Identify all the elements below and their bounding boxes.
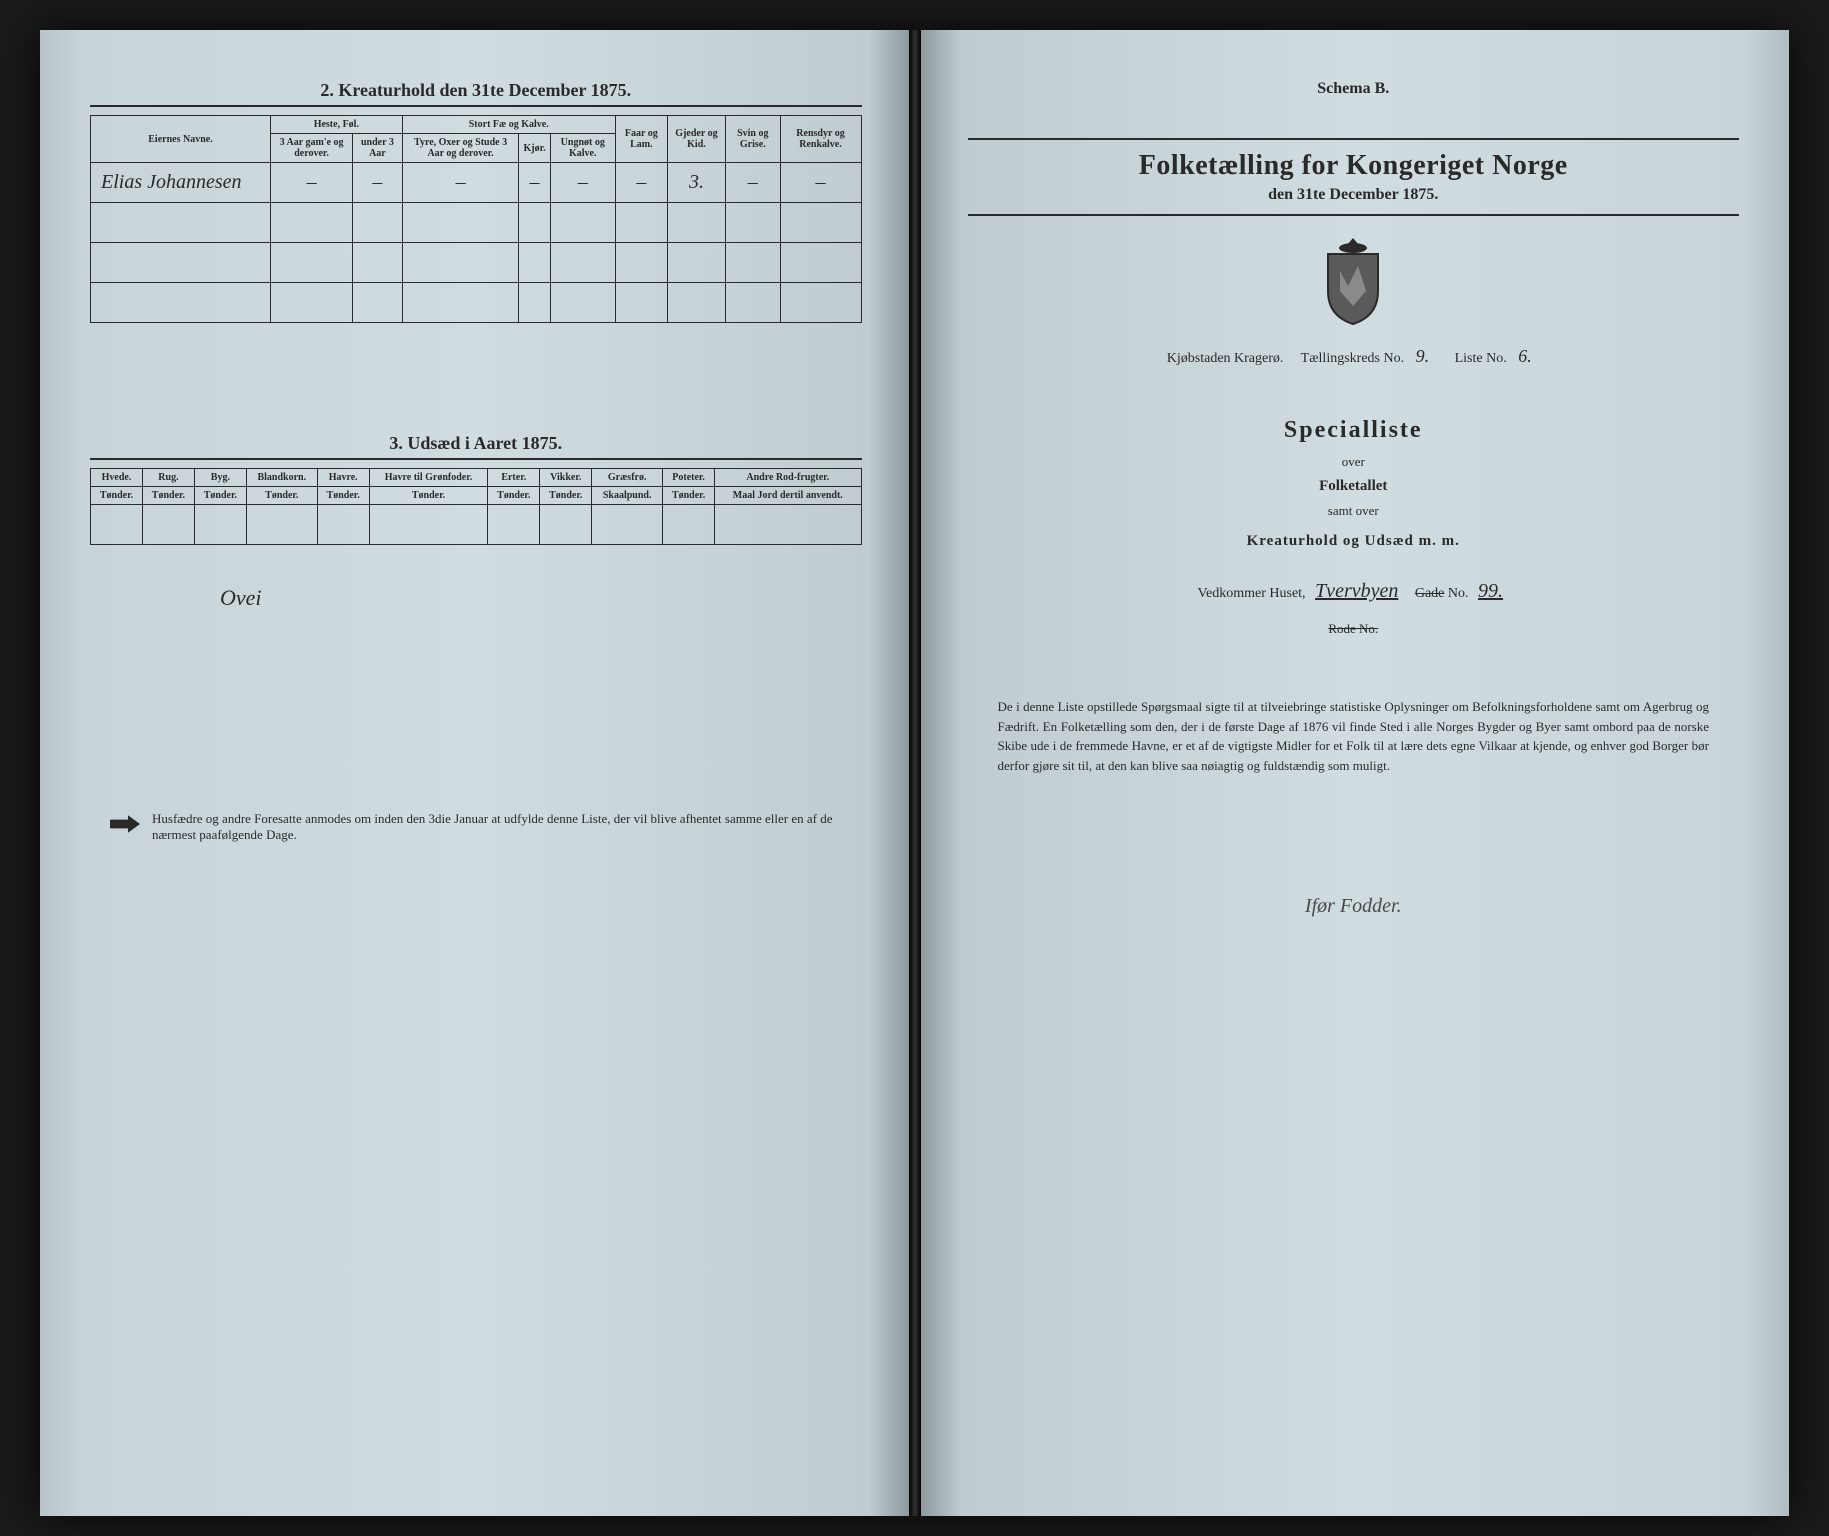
signature: Ifør Fodder. [968, 895, 1740, 918]
col-svin: Svin og Grise. [726, 116, 780, 163]
gade-label: Gade [1415, 586, 1445, 601]
col: Poteter. [663, 469, 715, 487]
col: Erter. [488, 469, 540, 487]
rode-label: Rode No. [968, 621, 1740, 637]
col-heste1: 3 Aar gam'e og derover. [271, 134, 353, 163]
specialliste-heading: Specialliste [968, 417, 1740, 444]
liste-label: Liste No. [1455, 351, 1507, 366]
unit: Tønder. [91, 487, 143, 505]
book-spread: 2. Kreaturhold den 31te December 1875. E… [40, 30, 1789, 1516]
cell: – [550, 163, 615, 203]
coat-of-arms-icon [1318, 236, 1388, 326]
main-title: Folketælling for Kongeriget Norge [968, 150, 1740, 182]
over-label: over [968, 454, 1740, 470]
liste-no: 6. [1510, 346, 1540, 366]
cell: – [353, 163, 402, 203]
table2-title: 2. Kreaturhold den 31te December 1875. [90, 80, 862, 107]
footnote-text: Husfædre og andre Foresatte anmodes om i… [152, 811, 842, 843]
cell: – [402, 163, 519, 203]
book-spine [909, 30, 921, 1516]
folketallet-label: Folketallet [968, 478, 1740, 495]
cell: – [780, 163, 861, 203]
col: Havre til Grønfoder. [369, 469, 488, 487]
col: Havre. [317, 469, 369, 487]
col: Hvede. [91, 469, 143, 487]
col: Andre Rod-frugter. [715, 469, 861, 487]
no-label: No. [1448, 586, 1469, 601]
unit: Tønder. [488, 487, 540, 505]
house-name: Tvervbyen [1309, 580, 1404, 602]
footnote: Husfædre og andre Foresatte anmodes om i… [90, 811, 862, 843]
kreatur-label: Kreaturhold og Udsæd m. m. [968, 533, 1740, 550]
house-line: Vedkommer Huset, Tvervbyen Gade No. 99. [968, 580, 1740, 603]
pointing-hand-icon [110, 813, 140, 835]
district-line: Kjøbstaden Kragerø. Tællingskreds No. 9.… [968, 346, 1740, 367]
unit: Tønder. [246, 487, 317, 505]
table-row [91, 283, 862, 323]
cell-owner: Elias Johannesen [91, 163, 271, 203]
col: Byg. [194, 469, 246, 487]
kreds-no: 9. [1408, 346, 1438, 366]
table3-title: 3. Udsæd i Aaret 1875. [90, 433, 862, 460]
unit: Tønder. [540, 487, 592, 505]
col-heste2: under 3 Aar [353, 134, 402, 163]
cell: – [726, 163, 780, 203]
kreds-label: Tællingskreds No. [1301, 351, 1404, 366]
table-row [91, 243, 862, 283]
right-page: Schema B. Folketælling for Kongeriget No… [915, 30, 1790, 1516]
col-gjeder: Gjeder og Kid. [667, 116, 725, 163]
city-name: Kjøbstaden Kragerø. [1167, 351, 1284, 366]
table-row [91, 505, 862, 545]
table-row: Elias Johannesen – – – – – – 3. – – [91, 163, 862, 203]
livestock-table: Eiernes Navne. Heste, Føl. Stort Fæ og K… [90, 115, 862, 323]
rule [968, 138, 1740, 140]
house-prefix: Vedkommer Huset, [1197, 586, 1305, 601]
cell: – [271, 163, 353, 203]
unit: Tønder. [194, 487, 246, 505]
samt-label: samt over [968, 503, 1740, 519]
rule [968, 214, 1740, 216]
col-fae2: Kjør. [519, 134, 550, 163]
col-fae3: Ungnøt og Kalve. [550, 134, 615, 163]
unit: Tønder. [663, 487, 715, 505]
col: Blandkorn. [246, 469, 317, 487]
col-faar: Faar og Lam. [615, 116, 667, 163]
sowing-table: Hvede. Rug. Byg. Blandkorn. Havre. Havre… [90, 468, 862, 545]
house-no: 99. [1472, 580, 1509, 602]
explanation-paragraph: De i denne Liste opstillede Spørgsmaal s… [998, 697, 1710, 775]
date-line: den 31te December 1875. [968, 186, 1740, 204]
cell-gjeder: 3. [667, 163, 725, 203]
col-owner: Eiernes Navne. [91, 116, 271, 163]
col-fae: Stort Fæ og Kalve. [402, 116, 615, 134]
unit: Skaalpund. [592, 487, 663, 505]
col-fae1: Tyre, Oxer og Stude 3 Aar og derover. [402, 134, 519, 163]
col-heste: Heste, Føl. [271, 116, 403, 134]
col: Vikker. [540, 469, 592, 487]
schema-label: Schema B. [968, 80, 1740, 98]
unit: Tønder. [317, 487, 369, 505]
unit: Tønder. [142, 487, 194, 505]
cell: – [615, 163, 667, 203]
unit: Tønder. [369, 487, 488, 505]
table-row [91, 203, 862, 243]
left-page: 2. Kreaturhold den 31te December 1875. E… [40, 30, 915, 1516]
unit: Maal Jord dertil anvendt. [715, 487, 861, 505]
sowing-note: Ovei [90, 585, 862, 611]
col: Græsfrø. [592, 469, 663, 487]
col: Rug. [142, 469, 194, 487]
cell: – [519, 163, 550, 203]
col-rensdyr: Rensdyr og Renkalve. [780, 116, 861, 163]
